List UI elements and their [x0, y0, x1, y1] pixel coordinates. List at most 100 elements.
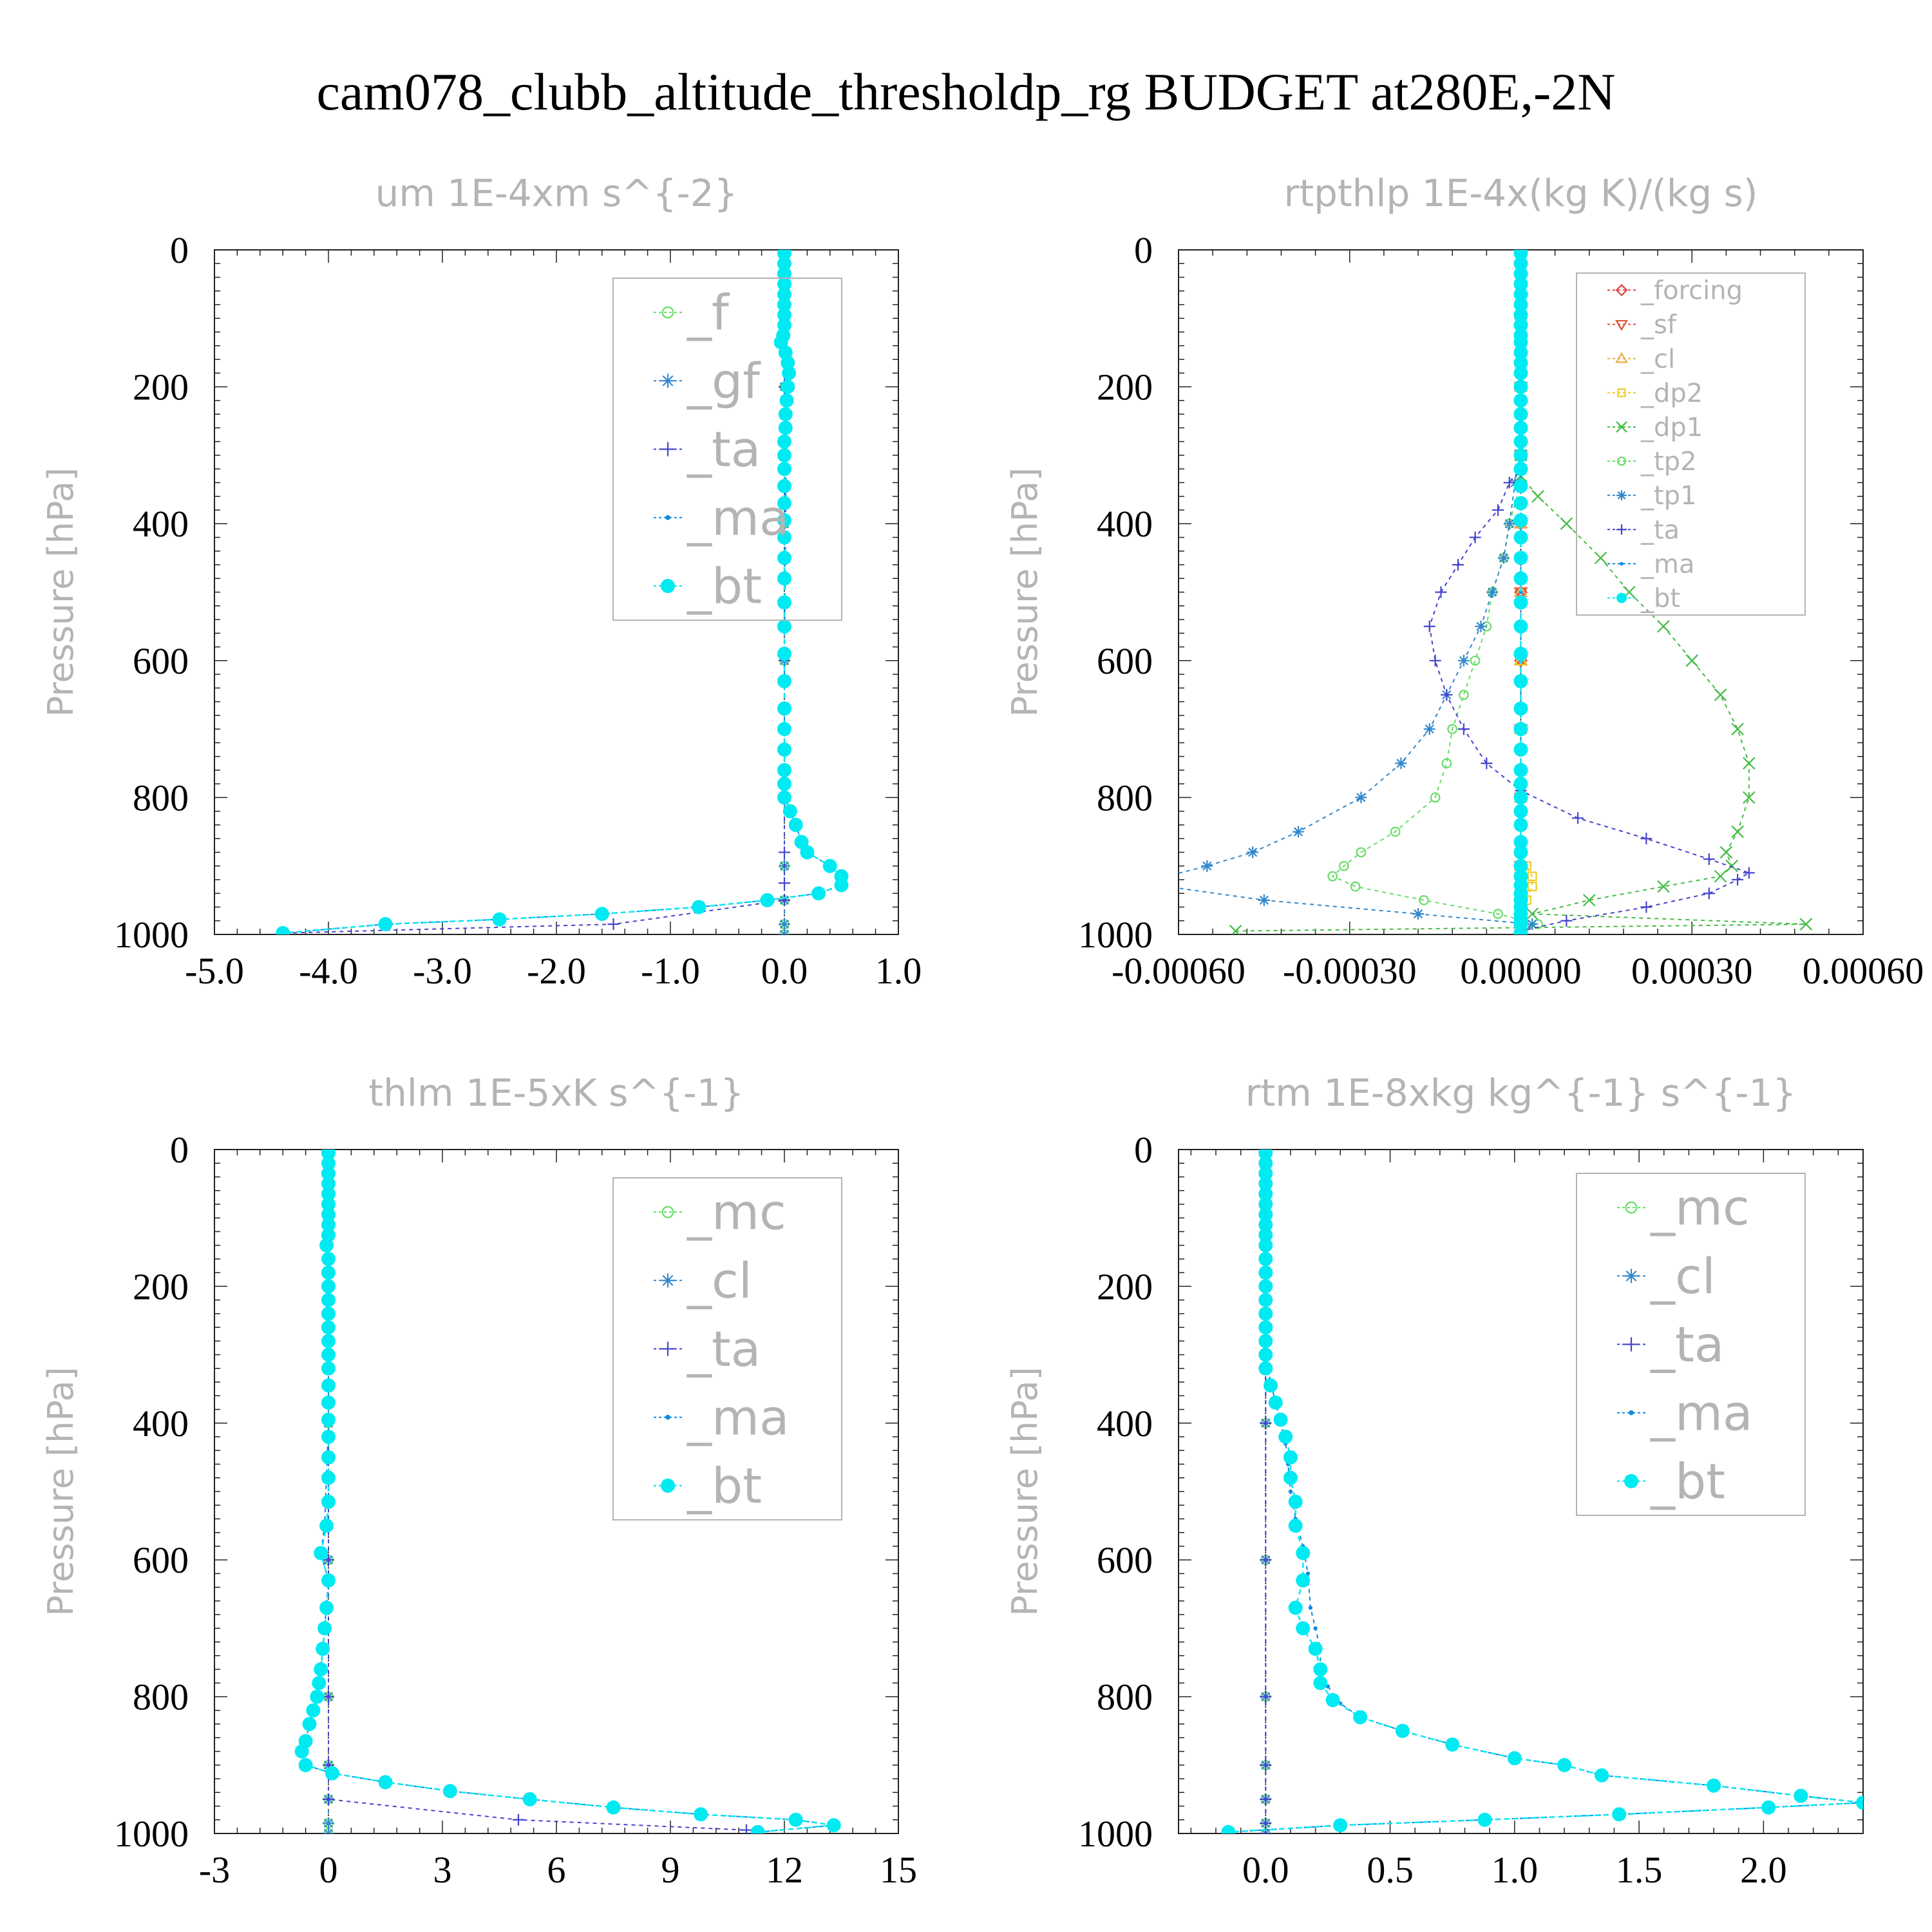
data-point	[321, 1279, 336, 1294]
legend-label: _ta	[1640, 515, 1680, 545]
data-point	[1288, 1494, 1303, 1509]
legend-label: _forcing	[1640, 276, 1743, 306]
data-point	[1685, 654, 1699, 667]
data-point	[1395, 1723, 1410, 1738]
series_ma	[1226, 1151, 1863, 1833]
data-point	[1527, 871, 1537, 882]
plot-frame	[214, 1149, 899, 1834]
y-axis-label: Pressure [hPa]	[41, 468, 81, 717]
data-point	[1288, 1600, 1303, 1615]
data-point	[1430, 792, 1441, 803]
data-point	[513, 1814, 524, 1826]
data-point	[782, 366, 797, 381]
data-point	[1452, 558, 1464, 571]
data-point	[777, 478, 791, 493]
data-point	[378, 917, 393, 932]
data-point	[1447, 724, 1458, 734]
data-point	[1283, 1470, 1298, 1485]
legend-swatch-marker	[1616, 524, 1627, 535]
legend-label: _cl	[1650, 1247, 1716, 1305]
data-point	[1308, 1605, 1313, 1610]
data-point	[316, 1642, 330, 1656]
data-point	[1731, 825, 1744, 838]
y-tick-label: 800	[133, 777, 189, 819]
legend-swatch-marker	[661, 374, 675, 388]
data-point	[1513, 298, 1528, 312]
data-point	[1429, 654, 1441, 667]
data-point	[1707, 1778, 1721, 1793]
data-point	[779, 846, 790, 858]
data-point	[607, 918, 620, 931]
data-point	[321, 1251, 336, 1266]
y-tick-label: 1000	[114, 1813, 189, 1855]
data-point	[1201, 860, 1213, 872]
data-point	[1513, 647, 1528, 661]
data-point	[1356, 847, 1367, 858]
data-point	[1475, 620, 1487, 632]
data-point	[1513, 925, 1528, 934]
data-point	[1258, 1238, 1273, 1253]
legend-swatch-marker	[661, 1341, 675, 1356]
legend-label: _mc	[687, 1184, 786, 1241]
data-point	[1258, 1293, 1273, 1307]
legend-label: _tp2	[1640, 447, 1697, 477]
data-area	[276, 250, 849, 934]
data-point	[1731, 723, 1744, 735]
data-point	[1526, 918, 1539, 931]
data-point	[321, 1494, 336, 1509]
data-point	[1732, 873, 1744, 886]
data-point	[777, 647, 791, 661]
y-tick-label: 200	[133, 366, 189, 408]
data-point	[321, 1306, 336, 1321]
legend: _f _gf _ta _ma _bt	[612, 278, 842, 621]
y-tick-label: 400	[133, 503, 189, 545]
data-point	[1560, 517, 1573, 530]
data-point	[321, 1217, 336, 1232]
data-point	[319, 1600, 334, 1615]
legend-label: _f	[687, 284, 730, 341]
data-point	[1513, 421, 1528, 435]
data-point	[1595, 1768, 1609, 1783]
data-point	[1513, 701, 1528, 716]
data-point	[1486, 586, 1499, 598]
y-tick-label: 200	[1097, 366, 1153, 408]
data-point	[1513, 462, 1528, 477]
data-point	[1513, 448, 1528, 462]
series_bt	[1221, 1150, 1863, 1833]
data-point	[777, 571, 791, 586]
data-point	[1161, 881, 1173, 893]
data-point	[779, 929, 790, 934]
legend-swatch-marker	[1629, 1410, 1634, 1416]
x-tick-label: 0	[319, 1849, 338, 1891]
data-point	[777, 256, 791, 271]
data-point	[1308, 1642, 1323, 1656]
data-point	[826, 1818, 841, 1833]
legend-box	[612, 278, 842, 621]
data-point	[1339, 860, 1349, 871]
data-point	[1583, 894, 1596, 907]
data-point	[1612, 1807, 1627, 1822]
data-point	[822, 858, 837, 873]
y-tick-label: 800	[1097, 1676, 1153, 1718]
legend-label: _ta	[1650, 1316, 1724, 1373]
series_bt	[1513, 250, 1528, 934]
data-point	[319, 1519, 334, 1533]
data-point	[321, 1334, 336, 1349]
data-point	[777, 619, 791, 634]
data-point	[1258, 1306, 1273, 1321]
data-point	[1258, 1279, 1273, 1294]
series_tp2	[1327, 250, 1543, 934]
x-tick-label: 1.0	[875, 950, 922, 992]
legend-label: _ma	[687, 1388, 790, 1446]
legend-swatch-marker	[661, 1206, 674, 1218]
legend-swatch-marker	[665, 1414, 670, 1420]
data-point	[1293, 826, 1305, 838]
data-point	[321, 1187, 336, 1202]
data-point	[788, 1812, 803, 1827]
data-point	[1221, 1824, 1236, 1833]
data-point	[1390, 826, 1401, 837]
legend: _mc _cl _ta _ma _bt	[1576, 1173, 1806, 1516]
data-point	[522, 1792, 537, 1806]
data-point	[781, 355, 795, 370]
